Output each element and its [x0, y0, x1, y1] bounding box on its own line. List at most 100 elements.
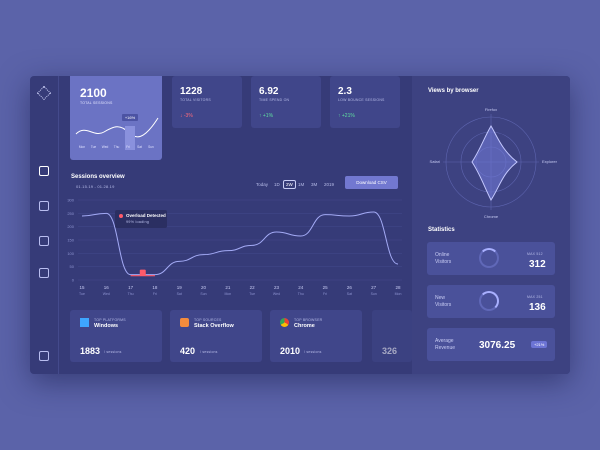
kpi-label: TOTAL SESSIONS: [80, 101, 113, 105]
top-label: TOP BROWSER: [294, 318, 323, 322]
nav-cards[interactable]: [39, 236, 49, 246]
radar-shape: [471, 125, 518, 202]
top-card: TOP SOURCES Stack Overflow 420 / session…: [170, 310, 262, 362]
stat-label: Online Visitors: [435, 252, 452, 265]
top-value: 326: [382, 346, 398, 356]
mini-tooltip-box: [122, 114, 138, 121]
kpi-card: 2.3 LOW BOUNCE SESSIONS ↑ +21%: [330, 76, 400, 128]
radar-chart: Firefox Explorer Chrome Safari: [430, 107, 558, 219]
y-tick-label: 300: [67, 198, 74, 203]
top-name: Windows: [94, 323, 119, 329]
progress-ring: [479, 248, 499, 268]
x-tick-day: Sun: [371, 292, 377, 296]
top-value: 2010: [280, 346, 301, 356]
range-button-active[interactable]: 2W: [283, 180, 296, 189]
range-button[interactable]: Today: [256, 182, 269, 187]
kpi-change: ↑ +1%: [259, 113, 274, 119]
stat-value: 3076.25: [479, 340, 516, 351]
kpi-card-active[interactable]: 2100 TOTAL SESSIONS +16% Mon Tue Wed Thu Fri…: [70, 76, 162, 160]
mini-day: Mon: [79, 145, 85, 149]
sessions-line: [81, 211, 399, 276]
kpi-label: TOTAL VISITORS: [180, 98, 211, 102]
range-button[interactable]: 1M: [298, 182, 305, 187]
so-icon: [180, 318, 189, 327]
x-tick-day: Mon: [224, 292, 231, 296]
radar-label: Firefox: [485, 107, 497, 112]
chrome-icon: [280, 318, 289, 327]
nav-logout[interactable]: [39, 351, 49, 361]
top-name: Chrome: [294, 323, 315, 329]
top-label: TOP PLATFORMS: [94, 318, 126, 322]
download-button[interactable]: Download CSV: [345, 176, 398, 189]
x-tick-label: 22: [250, 285, 256, 290]
stat-card: Online Visitors MAX 512 312: [427, 242, 555, 275]
kpi-change: ↓ -3%: [180, 113, 193, 119]
top-label: TOP SOURCES: [194, 318, 222, 322]
top-value: 420: [180, 346, 196, 356]
y-tick-label: 150: [67, 238, 74, 243]
panel-title: Views by browser: [428, 88, 479, 94]
range-button[interactable]: 3M: [311, 182, 318, 187]
y-tick-label: 50: [70, 264, 75, 269]
x-tick-label: 25: [323, 285, 329, 290]
y-tick-label: 100: [67, 251, 74, 256]
x-tick-day: Wed: [103, 292, 110, 296]
x-tick-day: Wed: [273, 292, 280, 296]
mini-day: Sat: [137, 145, 142, 149]
radar-label: Safari: [430, 159, 441, 164]
alert-dot: [119, 214, 123, 218]
kpi-value: 2100: [80, 86, 107, 100]
x-tick-day: Fri: [153, 292, 157, 296]
top-unit: / sessions: [304, 350, 322, 354]
x-tick-label: 17: [128, 285, 134, 290]
x-tick-day: Thu: [298, 292, 304, 296]
sidebar: [30, 76, 59, 374]
kpi-label: LOW BOUNCE SESSIONS: [338, 98, 385, 102]
stat-card: New Visitors MAX 251 136: [427, 285, 555, 318]
x-tick-day: Thu: [128, 292, 134, 296]
kpi-card: 6.92 TIME SPEND ON ↑ +1%: [251, 76, 321, 128]
nav-docs[interactable]: [39, 268, 49, 278]
top-card-partial: 326: [372, 310, 412, 362]
stat-max: MAX 512: [527, 252, 543, 256]
x-tick-label: 21: [225, 285, 231, 290]
stat-max: MAX 251: [527, 295, 543, 299]
x-tick-label: 28: [395, 285, 401, 290]
mini-tooltip: +16%: [125, 115, 136, 120]
windows-icon: [80, 318, 89, 327]
kpi-change: ↑ +21%: [338, 113, 355, 119]
range-button[interactable]: 1D: [274, 182, 280, 187]
x-tick-label: 27: [371, 285, 377, 290]
panel-title: Statistics: [428, 227, 455, 233]
date-range[interactable]: 01.15.19 - 01.28.19: [76, 184, 115, 189]
overload-marker: [139, 269, 146, 276]
stat-label: Average Revenue: [435, 338, 456, 351]
kpi-value: 6.92: [259, 86, 279, 97]
mini-line: [75, 117, 159, 138]
alert-title: Overload Detected: [126, 213, 166, 218]
alert-tooltip: Overload Detected 99% loading: [115, 210, 167, 228]
radar-label: Chrome: [484, 214, 499, 219]
y-tick-label: 200: [67, 224, 74, 229]
nav-explore[interactable]: [39, 201, 49, 211]
top-card: TOP BROWSER Chrome 2010 / sessions: [270, 310, 362, 362]
x-tick-day: Sat: [347, 292, 352, 296]
kpi-label: TIME SPEND ON: [259, 98, 290, 102]
kpi-value: 1228: [180, 86, 203, 97]
stat-badge: +21%: [531, 341, 548, 348]
nav-home[interactable]: [39, 166, 49, 176]
radar-label: Explorer: [542, 159, 558, 164]
dashboard: 2100 TOTAL SESSIONS +16% Mon Tue Wed Thu Fri…: [30, 76, 570, 374]
progress-ring: [479, 291, 499, 311]
top-card: TOP PLATFORMS Windows 1883 / sessions: [70, 310, 162, 362]
section-title: Sessions overview: [71, 174, 125, 180]
range-button[interactable]: 2019: [324, 182, 335, 187]
x-tick-label: 18: [152, 285, 158, 290]
sessions-chart: 0 50 100 150 200 250 300 15 Tue 16 Wed 17 Thu 18 Fri 19…: [67, 198, 402, 296]
mini-day: Wed: [102, 145, 109, 149]
stat-value: 312: [529, 259, 546, 270]
mini-day: Thu: [114, 145, 120, 149]
x-tick-label: 16: [104, 285, 110, 290]
x-tick-label: 24: [298, 285, 304, 290]
stat-card: Average Revenue 3076.25 +21%: [427, 328, 555, 361]
